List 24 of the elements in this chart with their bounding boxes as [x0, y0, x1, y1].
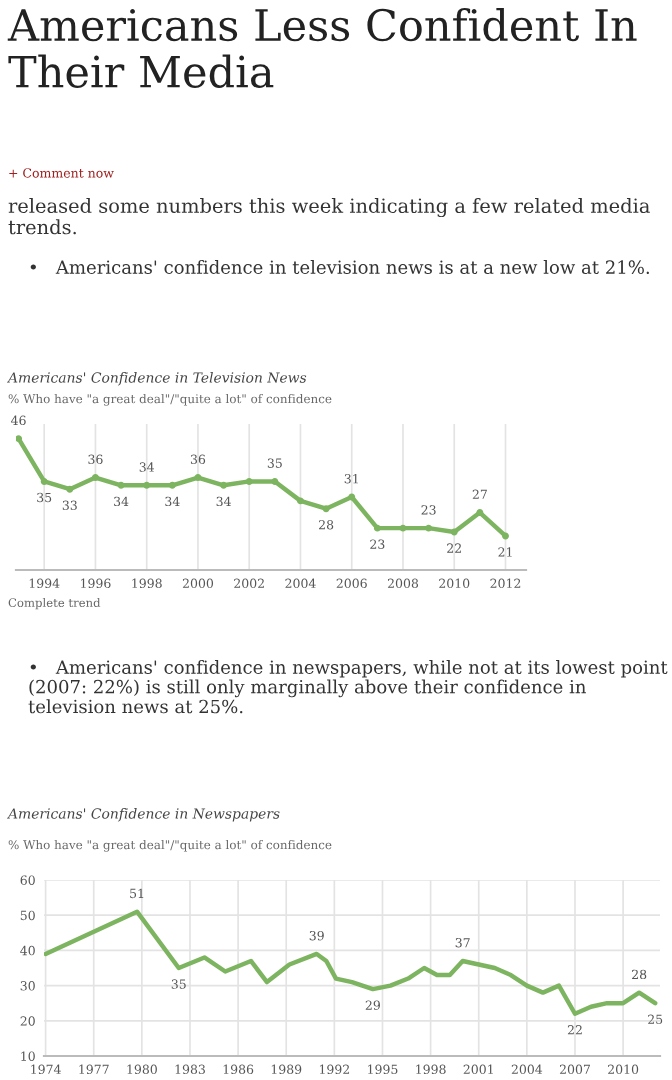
point — [168, 481, 176, 489]
text: • Americans' confidence in newspapers, while not at its lowest point (2007: 22%) is still only marginally above their confidence in television news at 25%. — [28, 660, 668, 714]
point — [373, 524, 381, 532]
text: released some numbers this week indicating a few related media trends. — [8, 198, 650, 235]
point — [399, 524, 407, 532]
text: • Americans' confidence in television news is at a new low at 21%. — [30, 260, 649, 274]
point — [40, 477, 48, 485]
text: Americans Less Confident In Their Media — [7, 8, 637, 88]
point — [425, 524, 433, 532]
point — [271, 477, 279, 485]
point — [117, 481, 125, 489]
point — [91, 474, 99, 482]
point — [450, 528, 458, 536]
point — [220, 481, 228, 489]
point — [194, 474, 202, 482]
point — [297, 497, 304, 505]
point — [143, 481, 151, 489]
point — [245, 477, 253, 485]
point — [502, 532, 509, 540]
point — [16, 435, 23, 443]
point — [66, 485, 74, 493]
line-series — [44, 909, 658, 1016]
point — [348, 493, 356, 501]
point — [322, 505, 330, 513]
